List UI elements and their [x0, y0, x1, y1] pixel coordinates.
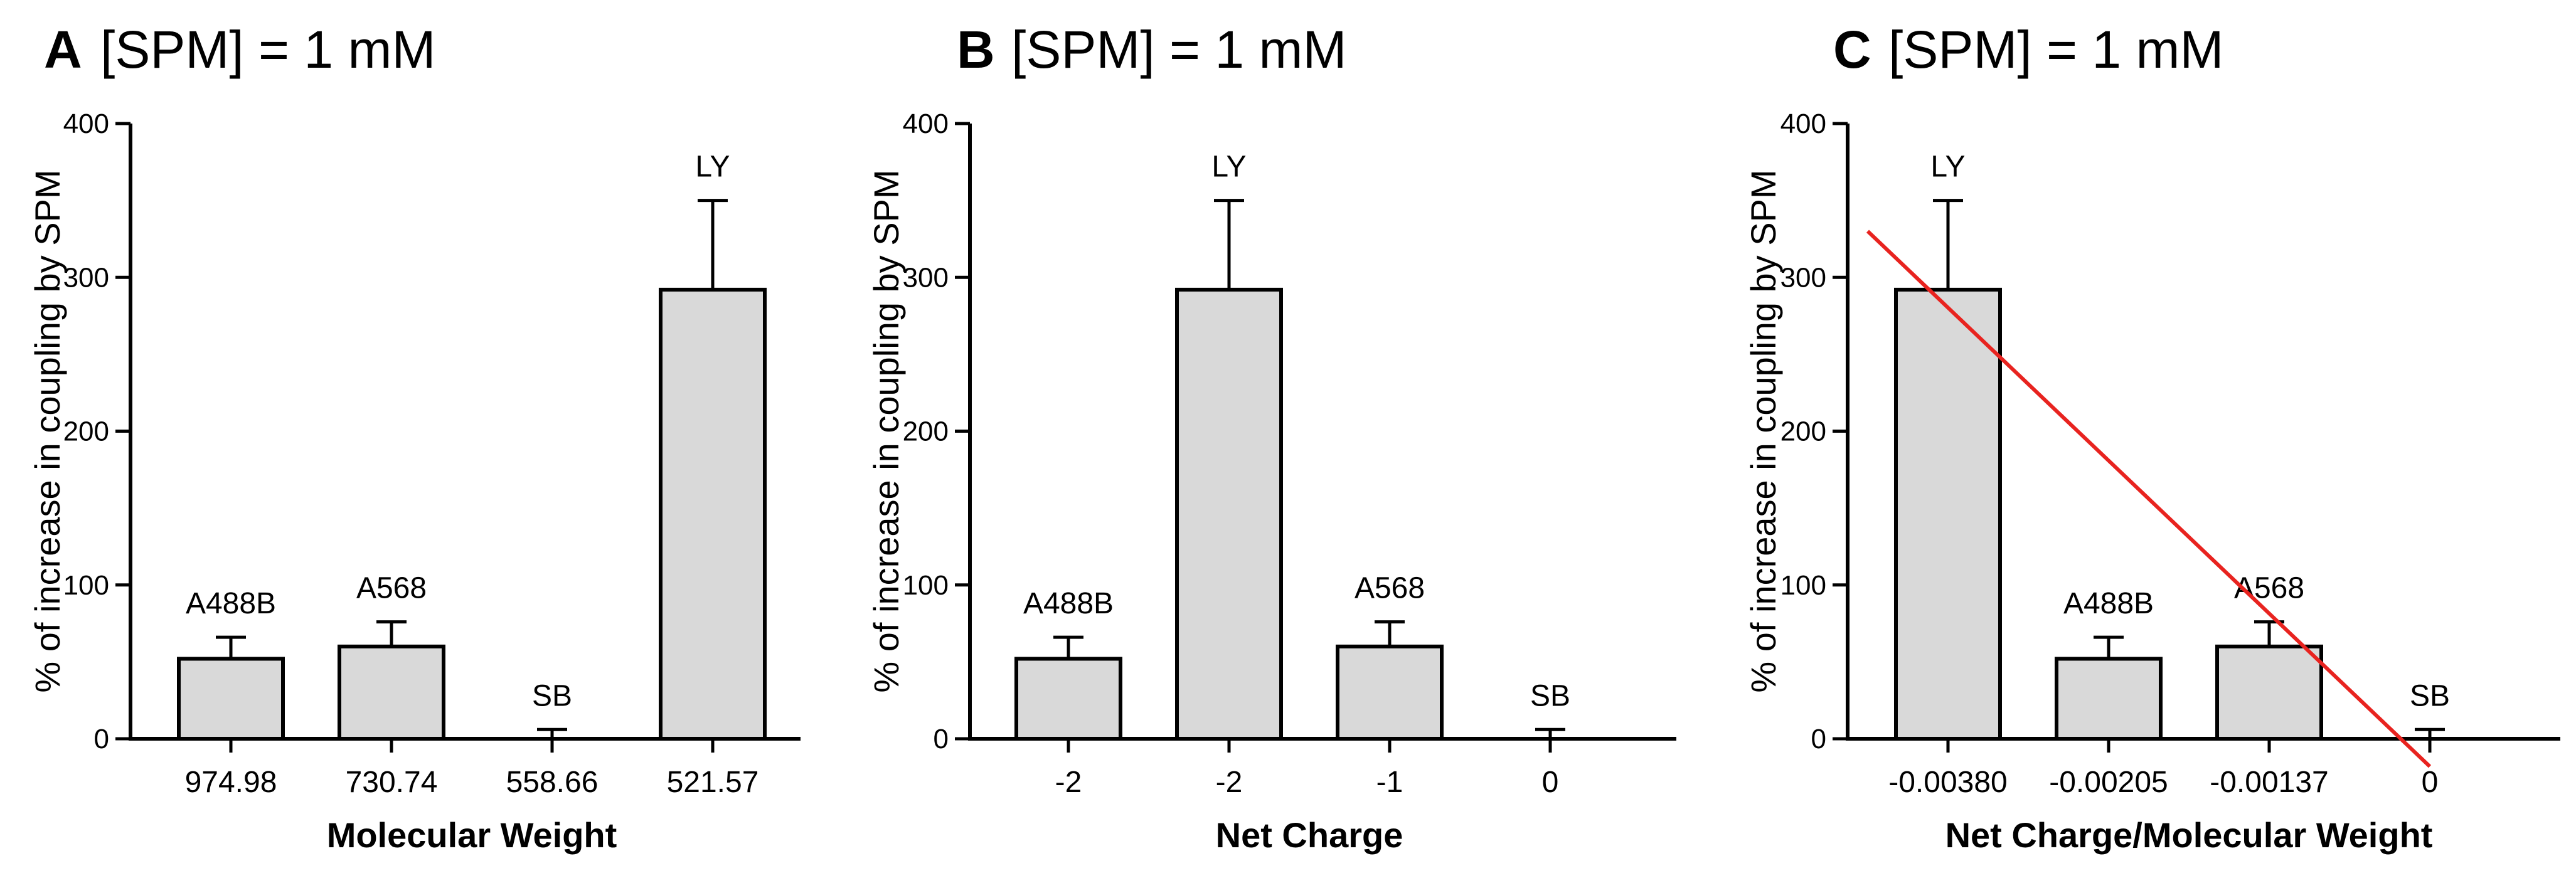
y-tick-label: 0 — [1811, 724, 1826, 754]
bar — [1894, 287, 2002, 741]
x-tick-label: -0.00137 — [2210, 766, 2329, 799]
bar — [338, 644, 445, 741]
y-tick-label: 300 — [63, 262, 109, 293]
y-tick-label: 100 — [63, 570, 109, 601]
x-tick-label: -0.00380 — [1888, 766, 2008, 799]
bar-label: SB — [532, 679, 572, 712]
bar — [177, 657, 285, 741]
bar — [659, 287, 767, 741]
y-tick-label: 300 — [903, 262, 949, 293]
bar — [2055, 657, 2163, 741]
bar — [2215, 644, 2323, 741]
bar-label: A488B — [1023, 587, 1114, 620]
panel-letter: B — [957, 20, 995, 79]
x-tick-label: 730.74 — [346, 766, 438, 799]
panel-title: [SPM] = 1 mM — [100, 20, 435, 79]
trend-line — [1866, 230, 2432, 768]
x-tick-label: -1 — [1376, 766, 1403, 799]
bar-label: SB — [2410, 679, 2450, 712]
y-tick-label: 0 — [934, 724, 949, 754]
y-tick-label: 400 — [1780, 108, 1826, 139]
y-axis-title: % of increase in coupling by SPM — [866, 169, 906, 692]
bar — [1336, 644, 1444, 741]
y-tick-label: 400 — [903, 108, 949, 139]
bar-label: LY — [1930, 151, 1965, 184]
x-tick-label: 974.98 — [185, 766, 277, 799]
bar-label: A568 — [2234, 572, 2304, 605]
y-tick-label: 200 — [903, 416, 949, 447]
panel-title: [SPM] = 1 mM — [1888, 20, 2223, 79]
x-axis-title: Net Charge/Molecular Weight — [1945, 815, 2433, 855]
panel-title: [SPM] = 1 mM — [1011, 20, 1346, 79]
bar-label: A488B — [186, 587, 276, 620]
x-tick-label: 558.66 — [506, 766, 599, 799]
y-axis-title: % of increase in coupling by SPM — [1743, 169, 1783, 692]
x-tick-label: 521.57 — [667, 766, 759, 799]
x-axis-title: Net Charge — [1216, 815, 1403, 855]
y-tick-label: 200 — [1780, 416, 1826, 447]
bar-label: LY — [1211, 151, 1246, 184]
y-tick-label: 200 — [63, 416, 109, 447]
bar-label: LY — [695, 151, 730, 184]
x-tick-label: -0.00205 — [2049, 766, 2168, 799]
bar — [1175, 287, 1283, 741]
bar-label: SB — [1530, 679, 1570, 712]
y-tick-label: 300 — [1780, 262, 1826, 293]
bar-label: A488B — [2063, 587, 2154, 620]
y-tick-label: 0 — [94, 724, 109, 754]
y-tick-label: 100 — [1780, 570, 1826, 601]
x-tick-label: -2 — [1055, 766, 1082, 799]
bar — [1014, 657, 1122, 741]
panel-letter: C — [1833, 20, 1871, 79]
y-tick-label: 100 — [903, 570, 949, 601]
bar-label: A568 — [356, 572, 427, 605]
x-tick-label: 0 — [2422, 766, 2439, 799]
y-tick-label: 400 — [63, 108, 109, 139]
panel-letter: A — [44, 20, 82, 79]
x-axis-title: Molecular Weight — [327, 815, 617, 855]
x-tick-label: 0 — [1542, 766, 1559, 799]
x-tick-label: -2 — [1216, 766, 1243, 799]
y-axis-title: % of increase in coupling by SPM — [28, 169, 67, 692]
bar-label: A568 — [1355, 572, 1425, 605]
